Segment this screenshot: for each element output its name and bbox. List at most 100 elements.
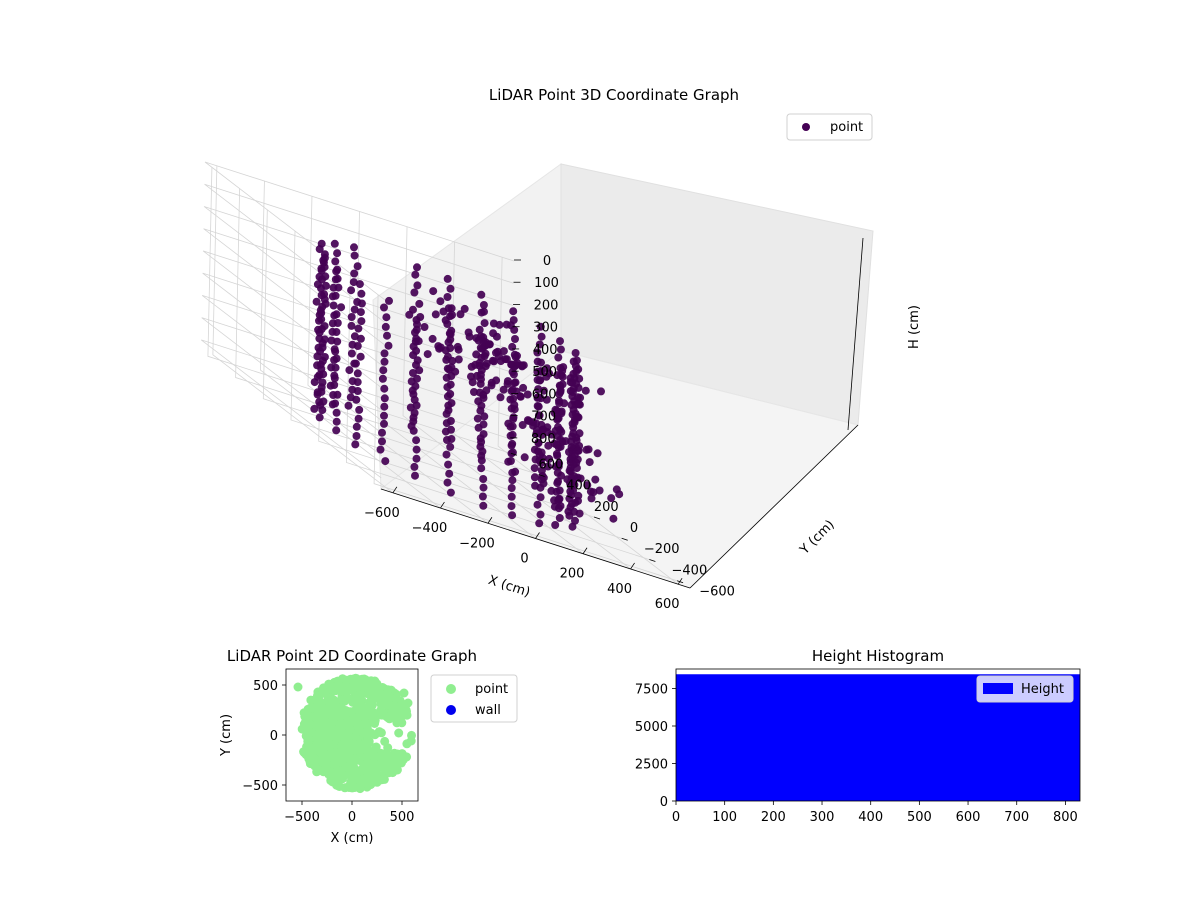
scatter3d-point-167: [412, 445, 421, 454]
scatter3d-point-602: [574, 496, 582, 505]
scatter3d-point-413: [444, 401, 453, 410]
histogram-ytick-label-2: 5000: [635, 720, 668, 735]
scatter3d-point-343: [537, 332, 546, 341]
histogram-frame: [675, 668, 1081, 802]
scatter3d-point-87: [320, 353, 329, 361]
scatter3d-point-85: [320, 335, 329, 344]
scatter3d-point-471: [467, 362, 476, 371]
scatter3d-point-418: [413, 263, 421, 272]
scatter2d-point-732: [324, 731, 334, 741]
histogram-xtick-label-8: 800: [1053, 810, 1078, 825]
scatter3d-point-541: [518, 421, 527, 429]
scatter3d-point-605: [539, 425, 548, 434]
scatter3d-point-265: [551, 521, 560, 529]
scatter3d-point-225: [507, 492, 516, 501]
scatter3d-ztick-label-7: 700: [531, 410, 556, 425]
scatter2d-point-741: [376, 728, 386, 738]
scatter3d-ztick-label-6: 600: [532, 387, 557, 402]
scatter3d-point-60: [315, 272, 324, 281]
scatter3d-point-466: [533, 375, 542, 384]
scatter3d-point-135: [382, 313, 391, 322]
scatter3d-point-551: [574, 400, 583, 409]
scatter3d-point-206: [479, 483, 488, 492]
scatter3d-point-536: [480, 307, 488, 316]
scatter2d-point-766: [338, 755, 348, 765]
scatter3d-point-400: [446, 284, 455, 293]
histogram-xtick-label-1: 100: [712, 810, 737, 825]
scatter2d-point-545: [336, 695, 346, 705]
scatter3d-ytick-0: [676, 580, 684, 584]
scatter3d-point-490: [597, 387, 605, 396]
scatter3d-point-411: [443, 383, 452, 392]
scatter3d-point-481: [533, 393, 542, 402]
scatter2d-point-752: [313, 691, 322, 701]
scatter3d-point-594: [552, 440, 561, 449]
scatter3d-point-166: [412, 436, 421, 445]
scatter3d-point-188: [443, 478, 452, 487]
scatter3d-point-572: [576, 474, 585, 483]
scatter3d-point-138: [384, 341, 393, 350]
scatter3d-point-131: [352, 432, 361, 440]
scatter2d-point-771: [311, 721, 321, 731]
scatter3d-point-246: [535, 519, 544, 528]
scatter3d-point-12: [347, 349, 356, 358]
scatter3d-point-378: [504, 457, 513, 466]
scatter3d-point-424: [412, 316, 421, 324]
scatter3d-point-10: [350, 332, 359, 341]
scatter3d-point-115: [357, 289, 366, 298]
scatter3d-point-264: [555, 514, 564, 522]
scatter3d-point-593: [556, 502, 565, 510]
scatter3d-point-122: [356, 352, 365, 361]
scatter3d-point-369: [510, 379, 519, 388]
scatter2d-point-769: [323, 693, 333, 703]
scatter3d-point-427: [409, 342, 418, 351]
scatter2d-point-439: [394, 728, 404, 738]
scatter3d-point-506: [448, 311, 456, 319]
scatter3d-grid-x-6: [497, 257, 679, 585]
scatter3d-point-486: [456, 310, 465, 319]
scatter3d-ytick-label-2: −200: [644, 542, 680, 557]
scatter3d-point-97: [334, 283, 343, 292]
scatter3d-point-421: [410, 288, 419, 297]
scatter2d-point-759: [328, 711, 338, 721]
scatter3d-point-223: [508, 476, 517, 485]
scatter3d-point-3: [350, 269, 359, 278]
scatter3d-point-245: [536, 510, 545, 519]
scatter3d-ztick-label-1: 100: [534, 276, 559, 291]
scatter3d-grid-y-4: [262, 209, 573, 499]
scatter3d-point-75: [310, 404, 319, 413]
scatter3d-legend: point: [786, 113, 873, 141]
scatter3d-point-511: [568, 388, 577, 396]
scatter3d-point-476: [573, 412, 582, 421]
scatter3d-xtick-0: [392, 486, 398, 494]
scatter3d-point-77: [320, 263, 329, 272]
scatter2d-point-778: [293, 682, 303, 692]
scatter3d-point-100: [332, 310, 341, 319]
scatter3d-point-616: [575, 509, 584, 518]
scatter2d-chart: LiDAR Point 2D Coordinate Graph −500 0 500…: [219, 647, 518, 846]
scatter2d-point-776: [303, 730, 313, 740]
scatter3d-point-7: [350, 305, 359, 314]
scatter2d-xtick-label-1: 0: [348, 810, 356, 825]
scatter3d-point-565: [566, 479, 574, 487]
scatter2d-point-730: [328, 748, 338, 758]
scatter3d-point-224: [507, 484, 516, 492]
scatter3d-point-170: [411, 471, 419, 480]
scatter3d-point-500: [489, 319, 498, 328]
scatter3d-point-351: [534, 402, 543, 411]
scatter3d-point-401: [443, 293, 452, 301]
scatter3d-point-412: [443, 392, 452, 401]
scatter2d-point-765: [371, 767, 381, 777]
scatter3d-point-303: [571, 516, 579, 525]
scatter3d-point-184: [446, 442, 455, 451]
scatter3d-point-550: [551, 405, 560, 414]
scatter2d-point-725: [308, 703, 317, 713]
scatter3d-point-208: [479, 501, 488, 510]
scatter3d-point-515: [496, 393, 505, 402]
scatter3d-grid-x-1: [260, 181, 441, 509]
scatter3d-point-516: [436, 297, 445, 306]
scatter3d-xtick-label-2: −200: [459, 536, 495, 551]
scatter3d-point-84: [317, 325, 326, 333]
scatter3d-point-99: [337, 303, 346, 312]
scatter3d-point-488: [475, 359, 484, 367]
